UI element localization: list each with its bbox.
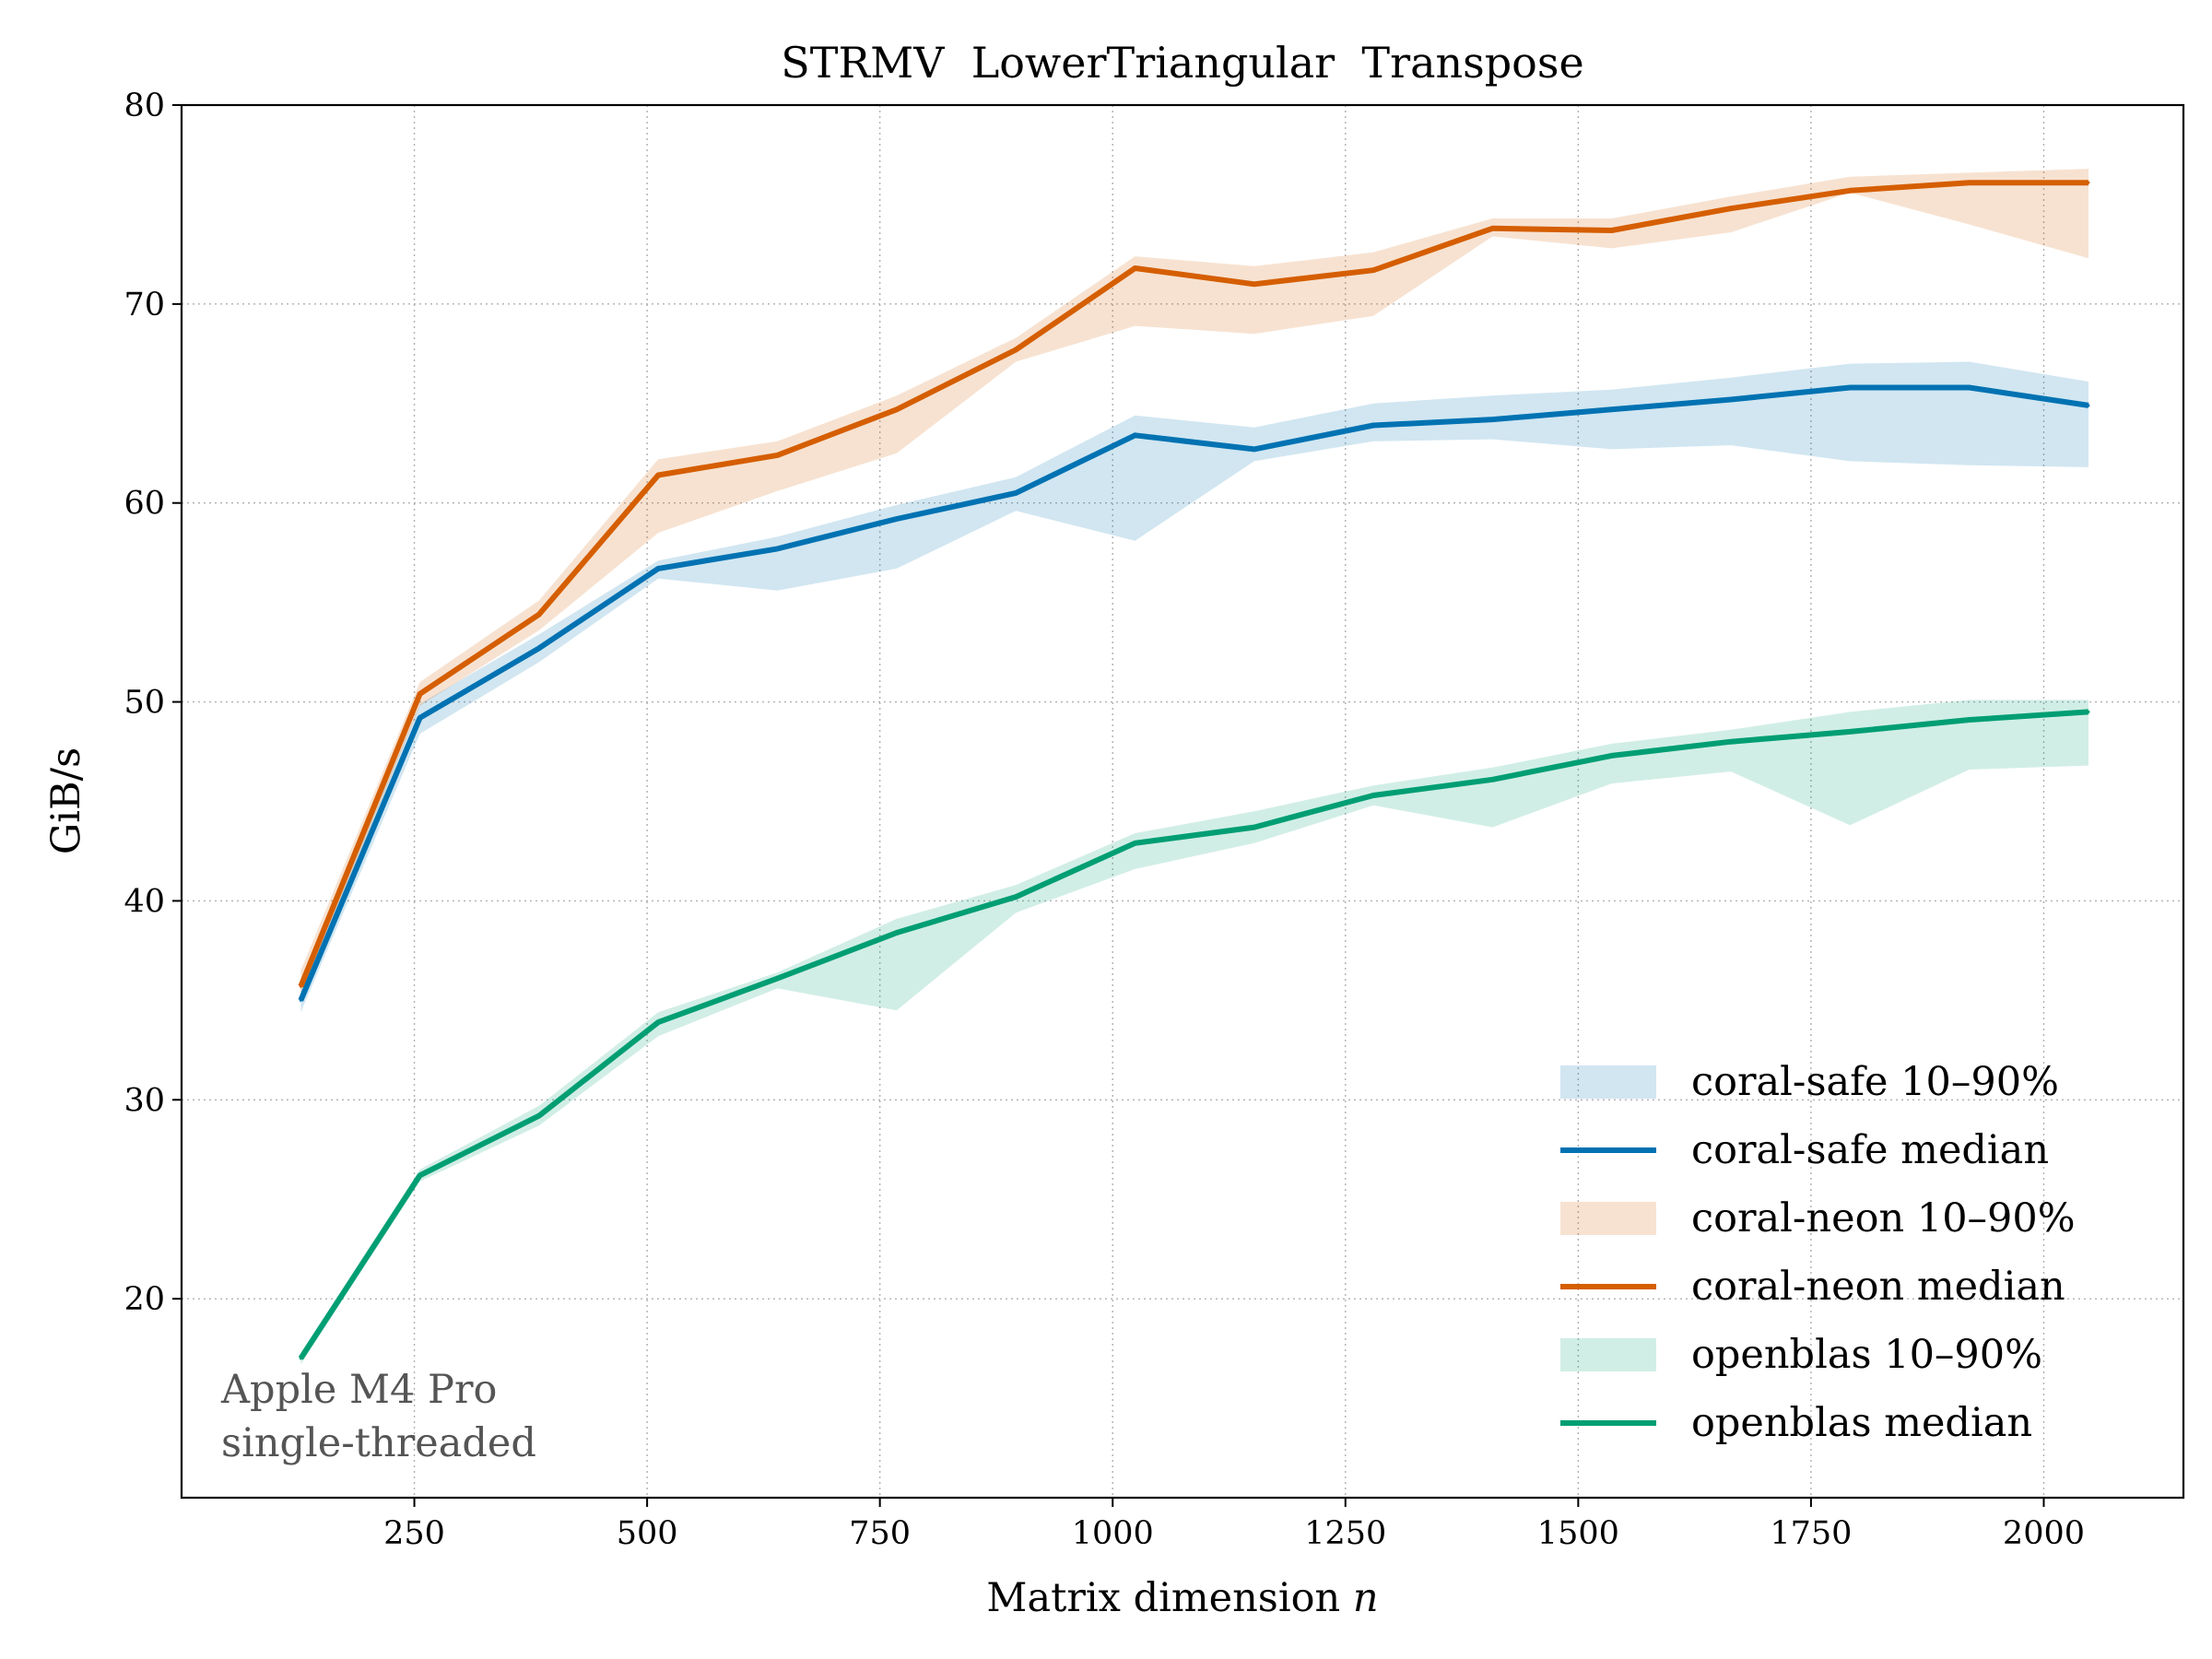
coral-neon-median-point — [1490, 227, 1494, 230]
coral-neon-median-legend-label: coral-neon median — [1691, 1264, 2065, 1310]
coral-safe-band-legend-label: coral-safe 10–90% — [1691, 1059, 2059, 1105]
openblas-median-point — [1848, 730, 1852, 734]
grid — [182, 104, 2183, 1498]
coral-neon-median-point — [299, 984, 302, 988]
coral-neon-median-point — [2087, 181, 2090, 184]
y-tick-label: 30 — [124, 1082, 165, 1119]
openblas-median-point — [1729, 740, 1733, 744]
coral-safe-median-point — [1848, 386, 1852, 390]
openblas-median-point — [1014, 895, 1018, 899]
coral-neon-median-point — [418, 692, 422, 696]
coral-neon-band-legend-label: coral-neon 10–90% — [1691, 1195, 2076, 1241]
coral-neon-median-point — [1014, 348, 1018, 352]
x-tick-label: 1500 — [1537, 1515, 1619, 1552]
x-tick-label: 250 — [383, 1515, 445, 1552]
coral-safe-median-point — [1014, 491, 1018, 495]
openblas-band-legend-label: openblas 10–90% — [1691, 1332, 2042, 1378]
openblas-median-point — [299, 1357, 302, 1360]
coral-safe-median-point — [418, 716, 422, 720]
coral-neon-median-point — [1133, 266, 1136, 270]
x-axis-label: Matrix dimension n — [986, 1575, 1378, 1621]
coral-neon-median-point — [1968, 181, 1971, 184]
y-tick-label: 50 — [124, 685, 165, 722]
coral-safe-median-legend-label: coral-safe median — [1691, 1127, 2049, 1173]
coral-safe-median-point — [299, 998, 302, 1002]
y-tick-label: 60 — [124, 486, 165, 523]
chart-title: STRMV LowerTriangular Transpose — [781, 38, 1583, 88]
coral-neon-median-line — [298, 180, 2088, 988]
coral-neon-median-point — [656, 473, 660, 477]
coral-safe-median-point — [1253, 447, 1256, 451]
openblas-median-point — [895, 931, 899, 935]
coral-neon-median-point — [1371, 268, 1375, 272]
y-axis-label: GiB/s — [43, 747, 89, 854]
openblas-median-point — [1968, 718, 1971, 722]
annotation-line-1: Apple M4 Pro — [220, 1367, 497, 1413]
coral-safe-median-point — [1610, 407, 1614, 411]
x-axis-label-var: n — [1353, 1575, 1379, 1621]
x-tick-label: 1250 — [1304, 1515, 1386, 1552]
coral-safe-median-point — [1968, 386, 1971, 390]
coral-safe-median-point — [895, 517, 899, 521]
coral-safe-median-point — [1371, 424, 1375, 428]
coral-neon-median-point — [776, 453, 780, 457]
axis-ticks: 250 500 750 1000 1250 1500 1750 2000 20 30 40 50 60 7… — [124, 88, 2085, 1552]
x-tick-label: 750 — [849, 1515, 911, 1552]
coral-safe-median-point — [776, 547, 780, 550]
coral-safe-median-point — [1729, 397, 1733, 401]
y-tick-label: 70 — [124, 287, 165, 324]
openblas-median-point — [1371, 794, 1375, 797]
legend: coral-safe 10–90% coral-safe median coral-… — [1560, 1059, 2076, 1446]
coral-neon-median-point — [1848, 189, 1852, 193]
openblas-median-point — [2087, 710, 2090, 713]
y-tick-label: 20 — [124, 1281, 165, 1318]
x-tick-label: 2000 — [2003, 1515, 2085, 1552]
coral-neon-median-point — [537, 613, 541, 617]
coral-safe-band — [300, 361, 2088, 1013]
openblas-median-point — [537, 1114, 541, 1118]
x-tick-label: 500 — [617, 1515, 678, 1552]
coral-safe-median-point — [656, 567, 660, 571]
openblas-median-legend-label: openblas median — [1691, 1400, 2032, 1446]
y-tick-label: 40 — [124, 883, 165, 920]
coral-neon-median-point — [1729, 206, 1733, 210]
openblas-median-point — [1133, 841, 1136, 845]
coral-safe-median-point — [1490, 418, 1494, 421]
openblas-median-line — [298, 709, 2089, 1360]
coral-safe-median-point — [537, 646, 541, 650]
openblas-median-point — [1253, 826, 1256, 830]
coral-safe-band-legend-swatch — [1560, 1065, 1656, 1099]
coral-neon-median-point — [1253, 282, 1256, 286]
openblas-median-point — [776, 977, 780, 981]
median-lines — [298, 180, 2090, 1360]
coral-safe-median-point — [2087, 404, 2090, 407]
openblas-median-point — [1490, 778, 1494, 782]
annotation-line-2: single-threaded — [221, 1420, 536, 1466]
coral-safe-median-point — [1133, 433, 1136, 437]
x-tick-label: 1750 — [1770, 1515, 1852, 1552]
y-tick-label: 80 — [124, 88, 165, 124]
x-axis-label-text: Matrix dimension — [986, 1575, 1340, 1621]
openblas-median-point — [418, 1173, 422, 1177]
annotation-text: Apple M4 Pro single-threaded — [220, 1367, 536, 1466]
coral-neon-band-legend-swatch — [1560, 1202, 1656, 1235]
x-tick-label: 1000 — [1072, 1515, 1154, 1552]
coral-neon-median-point — [1610, 229, 1614, 232]
openblas-band-legend-swatch — [1560, 1338, 1656, 1371]
coral-safe-median-line — [298, 384, 2089, 1002]
openblas-median-point — [1610, 754, 1614, 758]
plot-frame — [180, 103, 2185, 1500]
openblas-median-point — [656, 1020, 660, 1024]
coral-neon-median-point — [895, 407, 899, 411]
